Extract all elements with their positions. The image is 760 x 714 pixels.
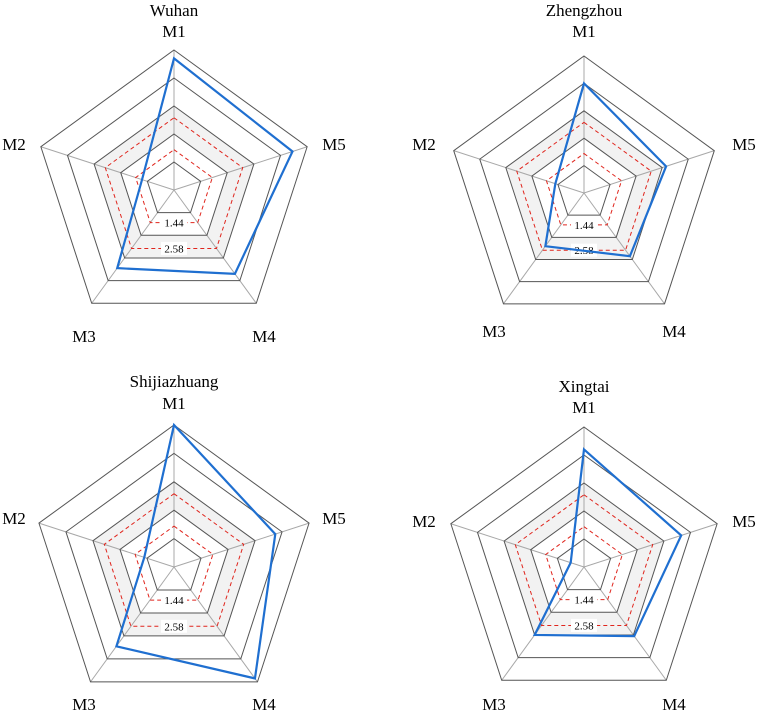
- radar-spoke: [173, 189, 257, 304]
- data-series-line: [115, 56, 294, 275]
- axis-label-m5: M5: [322, 135, 346, 154]
- threshold-label-bg: [571, 218, 597, 232]
- axis-label-m5: M5: [322, 509, 346, 528]
- radar-spoke: [173, 566, 258, 683]
- shaded-band: [92, 481, 256, 636]
- threshold-label-bg: [571, 618, 597, 632]
- axis-label-m4: M4: [252, 695, 276, 714]
- grid-ring: [450, 426, 718, 681]
- radar-spoke: [583, 150, 715, 194]
- grid-ring: [530, 510, 638, 613]
- grid-ring: [479, 82, 689, 283]
- threshold-label: 1.44: [164, 595, 184, 607]
- threshold-ring: [545, 526, 623, 601]
- radar-spoke: [453, 150, 585, 194]
- radar-panel: 1.44 2.58 Xingtai M1 M2 M3 M4 M5: [412, 377, 756, 714]
- axis-label-m3: M3: [482, 695, 506, 714]
- axis-label-m5: M5: [732, 135, 756, 154]
- axis-label-m4: M4: [252, 327, 276, 346]
- grid-ring: [556, 538, 612, 591]
- grid-ring: [38, 424, 310, 683]
- chart-title: Wuhan: [150, 1, 199, 20]
- grid-ring: [531, 137, 637, 238]
- grid-ring: [92, 481, 256, 637]
- grid-ring: [146, 537, 202, 591]
- radar-spoke: [583, 523, 718, 568]
- radar-spoke: [583, 192, 665, 305]
- threshold-ring: [135, 149, 213, 224]
- radar-spoke: [450, 523, 585, 568]
- data-series-line: [532, 447, 683, 638]
- shaded-band: [504, 483, 664, 635]
- grid-ring: [120, 133, 228, 236]
- radar-spoke: [90, 566, 175, 683]
- threshold-label-bg: [161, 216, 187, 230]
- radar-spoke: [40, 146, 175, 191]
- grid-ring: [557, 164, 611, 216]
- axis-label-m2: M2: [412, 135, 436, 154]
- axis-label-m1: M1: [572, 22, 596, 41]
- axis-label-m3: M3: [482, 322, 506, 341]
- threshold-label-bg: [571, 593, 597, 607]
- radar-spoke: [91, 189, 175, 304]
- radar-spoke: [173, 146, 308, 191]
- grid-ring: [146, 161, 202, 214]
- threshold-label-bg: [161, 619, 187, 633]
- radar-spoke: [501, 566, 585, 681]
- threshold-label: 1.44: [164, 218, 184, 230]
- threshold-label-bg: [161, 241, 187, 255]
- chart-title: Xingtai: [559, 377, 610, 396]
- threshold-label: 2.58: [164, 243, 184, 255]
- axis-label-m3: M3: [72, 695, 96, 714]
- grid-ring: [40, 49, 308, 304]
- chart-title: Zhengzhou: [546, 1, 623, 20]
- radar-spoke: [173, 522, 310, 568]
- threshold-label-bg: [161, 593, 187, 607]
- axis-label-m4: M4: [662, 695, 686, 714]
- grid-ring: [453, 55, 715, 305]
- axis-label-m2: M2: [412, 512, 436, 531]
- axis-label-m5: M5: [732, 512, 756, 531]
- grid-ring: [66, 77, 282, 282]
- grid-ring: [505, 110, 663, 260]
- axis-label-m1: M1: [572, 398, 596, 417]
- radar-panel: 1.44 2.58 Shijiazhuang M1 M2 M3 M4 M5: [2, 372, 346, 714]
- threshold-label: 1.44: [574, 220, 594, 232]
- threshold-label: 2.58: [164, 621, 184, 633]
- radar-panel: 1.44 2.58 Wuhan M1 M2 M3 M4 M5: [2, 1, 346, 346]
- shaded-band: [94, 106, 254, 258]
- threshold-ring: [103, 493, 245, 627]
- axis-label-m4: M4: [662, 322, 686, 341]
- shaded-band: [505, 110, 663, 260]
- grid-ring: [93, 105, 255, 259]
- axis-label-m2: M2: [2, 135, 26, 154]
- grid-ring: [119, 509, 229, 614]
- radar-spoke: [583, 566, 667, 681]
- threshold-ring: [516, 121, 652, 251]
- axis-label-m1: M1: [162, 22, 186, 41]
- data-series-line: [115, 422, 277, 680]
- grid-ring: [476, 454, 692, 659]
- chart-title: Shijiazhuang: [130, 372, 219, 391]
- data-series-line: [544, 81, 668, 258]
- axis-label-m2: M2: [2, 509, 26, 528]
- threshold-label: 2.58: [574, 620, 594, 632]
- axis-label-m3: M3: [72, 327, 96, 346]
- radar-spoke: [503, 192, 585, 305]
- threshold-label: 1.44: [574, 595, 594, 607]
- radar-spoke: [38, 522, 175, 568]
- axis-label-m1: M1: [162, 394, 186, 413]
